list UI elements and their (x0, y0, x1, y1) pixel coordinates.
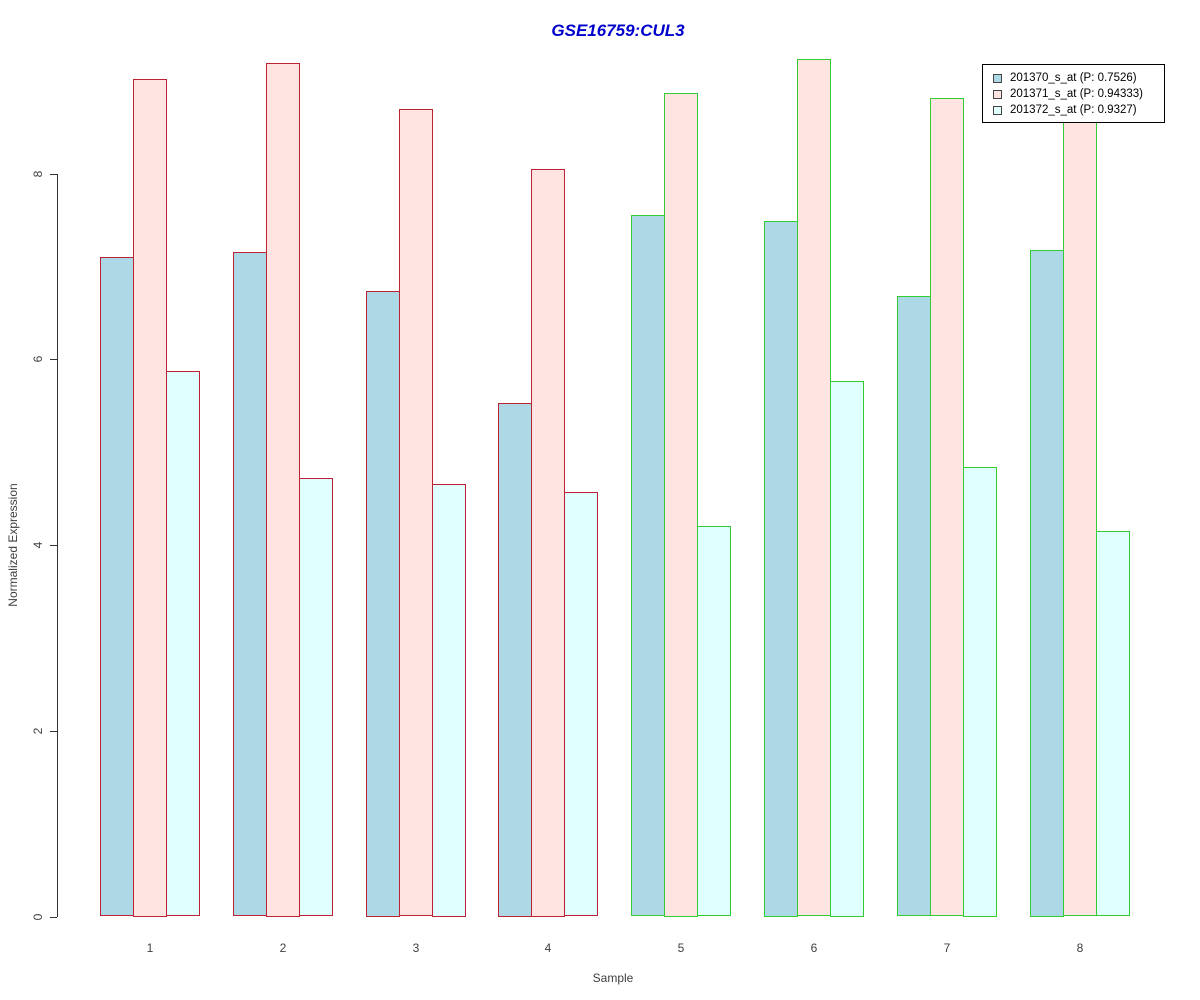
legend-swatch-icon (993, 89, 1002, 99)
bar-sample1-probe1 (100, 257, 134, 916)
legend-label: 201370_s_at (P: 0.7526) (1010, 72, 1137, 84)
legend-item: 201371_s_at (P: 0.94333) (993, 86, 1156, 102)
bar-sample8-probe2 (1063, 85, 1097, 916)
bar-sample8-probe1 (1030, 250, 1064, 917)
chart-title: GSE16759:CUL3 (551, 21, 685, 40)
y-axis-tick (50, 731, 57, 732)
bar-sample3-probe2 (399, 109, 433, 916)
bar-sample7-probe2 (930, 98, 964, 916)
y-axis-tick (50, 545, 57, 546)
legend: 201370_s_at (P: 0.7526) 201371_s_at (P: 0… (982, 64, 1165, 123)
legend-item: 201370_s_at (P: 0.7526) (993, 70, 1156, 86)
y-axis-line (57, 174, 58, 917)
x-axis-label: Sample (592, 971, 634, 985)
bar-sample5-probe1 (631, 215, 665, 916)
bar-sample2-probe1 (233, 252, 267, 916)
y-tick-label: 0 (31, 913, 45, 921)
bar-sample8-probe3 (1096, 531, 1130, 916)
legend-swatch-icon (993, 105, 1002, 115)
x-tick-label: 6 (810, 941, 818, 955)
y-tick-label: 6 (31, 355, 45, 363)
bar-sample3-probe1 (366, 291, 400, 917)
bar-sample7-probe3 (963, 467, 997, 917)
bar-sample5-probe3 (697, 526, 731, 916)
bar-sample1-probe3 (166, 371, 200, 916)
bar-sample4-probe1 (498, 403, 532, 917)
y-tick-label: 2 (31, 727, 45, 735)
bar-sample5-probe2 (664, 93, 698, 917)
bar-sample1-probe2 (133, 79, 167, 917)
legend-label: 201371_s_at (P: 0.94333) (1010, 88, 1143, 100)
legend-swatch-icon (993, 73, 1002, 83)
bar-sample4-probe3 (564, 492, 598, 916)
legend-label: 201372_s_at (P: 0.9327) (1010, 104, 1137, 116)
x-tick-label: 4 (544, 941, 552, 955)
y-axis-label: Normalized Expression (6, 483, 20, 607)
bar-sample6-probe1 (764, 221, 798, 917)
bar-sample4-probe2 (531, 169, 565, 917)
bar-sample6-probe3 (830, 381, 864, 917)
x-tick-label: 3 (412, 941, 420, 955)
y-axis-tick (50, 917, 57, 918)
bar-sample6-probe2 (797, 59, 831, 916)
bar-sample2-probe2 (266, 63, 300, 917)
y-axis-tick (50, 174, 57, 175)
x-tick-label: 2 (279, 941, 287, 955)
x-tick-label: 8 (1076, 941, 1084, 955)
y-axis-tick (50, 359, 57, 360)
x-tick-label: 7 (943, 941, 951, 955)
x-tick-label: 1 (146, 941, 154, 955)
x-tick-label: 5 (677, 941, 685, 955)
bar-sample3-probe3 (432, 484, 466, 917)
legend-item: 201372_s_at (P: 0.9327) (993, 102, 1156, 118)
y-tick-label: 4 (31, 541, 45, 549)
y-tick-label: 8 (31, 170, 45, 178)
bar-sample2-probe3 (299, 478, 333, 916)
bar-sample7-probe1 (897, 296, 931, 916)
